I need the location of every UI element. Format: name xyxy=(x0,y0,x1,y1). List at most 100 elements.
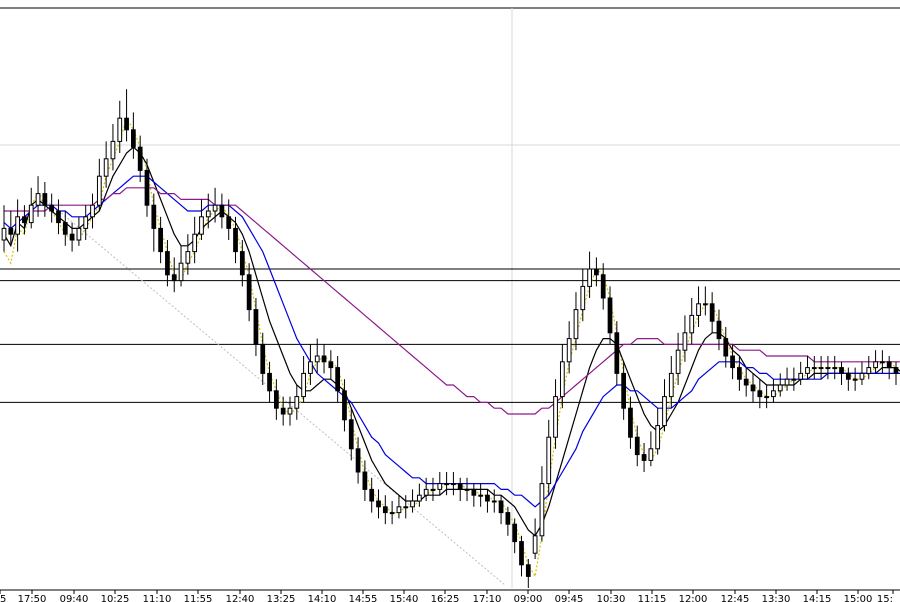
candle-body xyxy=(1,227,7,241)
x-tick-label: 09:40 xyxy=(60,594,89,602)
candle-body xyxy=(682,332,688,351)
candle-body xyxy=(199,216,204,235)
x-tick-label: 12:40 xyxy=(226,594,255,602)
candle-body xyxy=(777,384,783,392)
candle-body xyxy=(246,274,252,311)
candle-body xyxy=(839,367,844,374)
candle-body xyxy=(730,355,735,369)
candle-body xyxy=(539,483,545,537)
candle-body xyxy=(641,454,647,461)
trend-lines xyxy=(39,194,506,586)
candle-body xyxy=(498,500,504,514)
x-tick-label: 11:10 xyxy=(143,594,172,602)
candle-body xyxy=(90,204,95,218)
candle-body xyxy=(634,436,640,456)
candle-body xyxy=(696,303,701,316)
candle-body xyxy=(893,367,899,374)
candle-body xyxy=(451,483,456,486)
candle-body xyxy=(886,361,892,369)
x-tick-label: 09:00 xyxy=(514,594,543,602)
candle-body xyxy=(267,372,272,392)
candle-body xyxy=(880,361,885,364)
candle-body xyxy=(423,488,429,496)
candle-body xyxy=(525,564,531,577)
x-tick-label: 13:25 xyxy=(267,594,296,602)
candle-body xyxy=(648,448,654,461)
candle-body xyxy=(301,372,306,398)
candle-body xyxy=(56,210,61,224)
candle-body xyxy=(825,367,831,370)
x-tick-label: 14:55 xyxy=(349,594,378,602)
trend-line xyxy=(39,194,506,586)
candle-body xyxy=(702,303,708,306)
candle-body xyxy=(62,222,68,235)
candle-body xyxy=(403,506,409,509)
candle-body xyxy=(83,216,89,229)
candle-body xyxy=(410,500,415,508)
candle-body xyxy=(437,483,443,490)
candle-body xyxy=(709,303,715,322)
candle-body xyxy=(15,216,20,235)
candle-body xyxy=(668,372,674,398)
candle-body xyxy=(212,204,218,212)
candle-body xyxy=(485,494,490,502)
x-tick-label: 16:25 xyxy=(431,594,460,602)
candle-body xyxy=(416,494,422,502)
candle-body xyxy=(553,396,558,438)
candle-body xyxy=(750,384,756,392)
candle-body xyxy=(76,227,82,241)
x-tick-label: 15:00 xyxy=(844,594,873,602)
candle-body xyxy=(205,210,211,218)
candle-body xyxy=(335,367,341,392)
candle-body xyxy=(389,512,395,515)
candle-body xyxy=(165,251,170,276)
x-tick-label: 11:15 xyxy=(638,594,667,602)
candle-body xyxy=(743,378,749,386)
candle-body xyxy=(233,227,238,253)
candle-body xyxy=(852,378,858,381)
x-tick-label: 09:45 xyxy=(555,594,584,602)
candle-body xyxy=(396,506,402,514)
candle-body xyxy=(655,425,661,450)
candle-body xyxy=(757,390,763,398)
candle-body xyxy=(376,500,381,508)
x-tick-label: 12:45 xyxy=(721,594,750,602)
horizontal-levels xyxy=(0,268,900,403)
candle-body xyxy=(628,407,633,438)
candle-body xyxy=(369,488,375,502)
x-tick-label: 11:55 xyxy=(184,594,213,602)
candle-body xyxy=(546,436,552,485)
candle-body xyxy=(805,367,810,374)
candle-body xyxy=(117,117,123,142)
candle-body xyxy=(69,233,75,241)
candle-body xyxy=(505,512,511,525)
candle-body xyxy=(144,169,150,206)
candle-body xyxy=(103,158,109,177)
candle-body xyxy=(362,471,368,490)
candle-body xyxy=(253,309,259,345)
x-tick-label: 17:50 xyxy=(18,594,47,602)
ma-slow-line xyxy=(4,187,900,415)
candle-body xyxy=(532,535,538,554)
candle-body xyxy=(845,372,851,380)
x-tick-label: 17:10 xyxy=(473,594,502,602)
candle-body xyxy=(689,314,695,334)
candle-body xyxy=(22,216,27,224)
x-tick-label: 13:30 xyxy=(762,594,791,602)
candle-body xyxy=(859,372,865,380)
candle-body xyxy=(28,204,34,224)
candle-body xyxy=(342,390,347,421)
candle-body xyxy=(457,483,463,490)
candle-body xyxy=(226,216,232,229)
candle-body xyxy=(764,396,769,399)
x-tick-label: 15: xyxy=(877,594,893,602)
candle-body xyxy=(723,338,729,357)
grid-lines xyxy=(0,7,900,588)
candle-body xyxy=(811,367,817,370)
candle-body xyxy=(355,448,361,473)
candle-body xyxy=(294,396,300,409)
candle-body xyxy=(559,361,565,398)
candle-body xyxy=(321,355,327,363)
